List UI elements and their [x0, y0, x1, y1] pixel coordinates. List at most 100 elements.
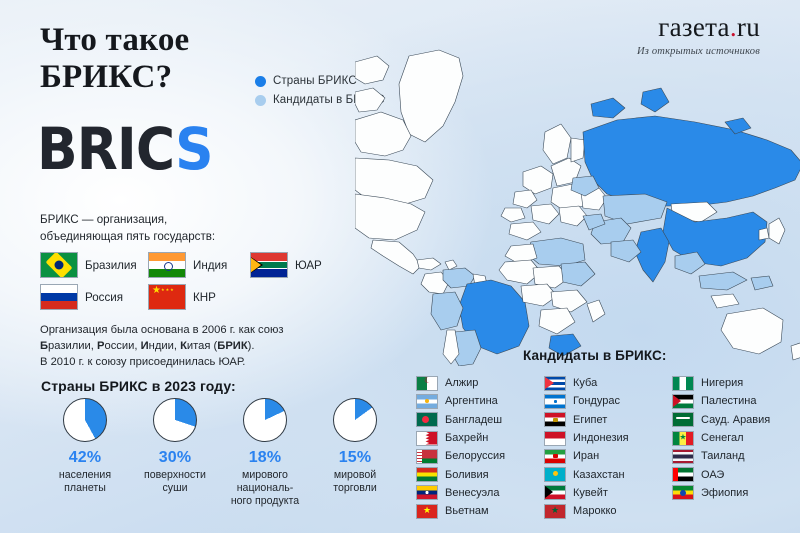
candidate-label: Индонезия [573, 432, 629, 445]
candidate-item: Сенегал [672, 429, 800, 447]
member-label: Россия [85, 290, 124, 304]
candidate-label: Гондурас [573, 395, 620, 408]
candidate-label: Сенегал [701, 432, 744, 445]
candidates-column-2: Куба Гондурас Египет Индонезия Иран Казахстан… [544, 374, 672, 520]
egypt-flag-icon [544, 412, 566, 428]
saudi-arabia-flag-icon [672, 412, 694, 428]
stat-value: 42% [68, 449, 102, 466]
candidate-item: Таиланд [672, 447, 800, 465]
candidate-label: Венесуэла [445, 486, 500, 499]
stat-gnp: 18% мирового националь- ного продукта [220, 398, 310, 509]
member-flags-row: Бразилия Индия ЮАР [40, 252, 370, 278]
candidate-item: Казахстан [544, 465, 672, 483]
member-label: ЮАР [295, 258, 322, 272]
candidate-label: Сауд. Аравия [701, 413, 771, 426]
member-label: Индия [193, 258, 228, 272]
headline-line-2: БРИКС? [40, 58, 173, 95]
candidate-label: Казахстан [573, 468, 625, 481]
candidate-label: Египет [573, 413, 608, 426]
candidate-item: Гондурас [544, 392, 672, 410]
candidate-item: Вьетнам [416, 502, 544, 520]
stat-value: 15% [338, 449, 372, 466]
member-label: КНР [193, 290, 216, 304]
candidate-item: Боливия [416, 465, 544, 483]
stat-label-line: националь- [236, 482, 294, 495]
stat-label: мирового националь- ного продукта [220, 469, 310, 509]
ethiopia-flag-icon [672, 485, 694, 501]
cuba-flag-icon [544, 375, 566, 391]
stat-label-line: ного продукта [230, 495, 300, 508]
palestine-flag-icon [672, 393, 694, 409]
bolivia-flag-icon [416, 467, 438, 483]
stat-landmass: 30% поверхности суши [130, 398, 220, 509]
india-flag-icon [148, 252, 186, 278]
founded-b1: Б [40, 340, 49, 353]
pie-chart-population [63, 398, 107, 442]
stat-population: 42% населения планеты [40, 398, 130, 509]
candidate-label: Бахрейн [445, 432, 489, 445]
brand-logo[interactable]: газета.ru [637, 14, 760, 41]
pie-chart-gnp [243, 398, 287, 442]
member-india: Индия [148, 252, 250, 278]
indonesia-flag-icon [544, 430, 566, 446]
legend-dot-icon [255, 94, 266, 106]
candidate-item: Иран [544, 447, 672, 465]
stat-label-line: суши [162, 482, 188, 495]
belarus-flag-icon [416, 448, 438, 464]
stat-label-line: мирового [242, 469, 288, 481]
candidate-label: Бангладеш [445, 413, 503, 426]
stat-label-line: мировой [333, 469, 377, 481]
pie-chart-trade [333, 398, 377, 442]
bahrain-flag-icon [416, 430, 438, 446]
venezuela-flag-icon [416, 485, 438, 501]
stat-label-line: поверхности [144, 469, 206, 481]
bangladesh-flag-icon [416, 412, 438, 428]
candidate-item: Марокко [544, 502, 672, 520]
brazil-flag-icon [40, 252, 78, 278]
candidate-item: Палестина [672, 392, 800, 410]
stat-label-line: населения [58, 469, 112, 481]
stat-trade: 15% мировой торговли [310, 398, 400, 509]
founded-b2: Р [97, 340, 105, 353]
candidate-item: Индонезия [544, 429, 672, 447]
founded-b3: И [140, 340, 149, 353]
candidate-item: Куба [544, 374, 672, 392]
founded-line-2: Бразилии, России, Индии, Китая (БРИК). [40, 338, 370, 354]
candidates-title: Кандидаты в БРИКС: [523, 348, 667, 363]
member-flags-list: Бразилия Индия ЮАР Россия КНР [40, 252, 370, 316]
brics-wordmark-accent: S [175, 115, 213, 183]
member-label: Бразилия [85, 258, 137, 272]
stats-row: 42% населения планеты 30% поверхности су… [40, 398, 400, 509]
founded-line-3: В 2010 г. к союзу присоединилась ЮАР. [40, 356, 246, 369]
stat-label: поверхности суши [130, 469, 220, 495]
candidate-item: Венесуэла [416, 484, 544, 502]
kuwait-flag-icon [544, 485, 566, 501]
russia-flag-icon [40, 284, 78, 310]
stats-title: Страны БРИКС в 2023 году: [41, 378, 236, 394]
founded-line-1: Организация была основана в 2006 г. как … [40, 324, 284, 336]
candidate-label: Аргентина [445, 395, 498, 408]
candidate-label: Палестина [701, 395, 757, 408]
candidate-item: Нигерия [672, 374, 800, 392]
brics-wordmark-dark: BRIC [37, 115, 176, 183]
candidate-label: Марокко [573, 505, 617, 518]
founded-t1: разилии, [48, 340, 97, 353]
world-map [355, 46, 800, 366]
candidate-item: ОАЭ [672, 465, 800, 483]
morocco-flag-icon [544, 503, 566, 519]
candidate-label: Кувейт [573, 486, 608, 499]
candidate-item: Эфиопия [672, 484, 800, 502]
founded-text: Организация была основана в 2006 г. как … [40, 322, 370, 371]
stat-value: 30% [158, 449, 192, 466]
candidate-item: Бахрейн [416, 429, 544, 447]
founded-t2: оссии, [104, 340, 141, 353]
china-flag-icon [148, 284, 186, 310]
brand-logo-dot: . [729, 12, 737, 42]
candidate-item: Белоруссия [416, 447, 544, 465]
pie-chart-landmass [153, 398, 197, 442]
candidate-item: Сауд. Аравия [672, 411, 800, 429]
intro-line-1: БРИКС — организация, [40, 213, 168, 226]
candidate-item: Египет [544, 411, 672, 429]
senegal-flag-icon [672, 430, 694, 446]
